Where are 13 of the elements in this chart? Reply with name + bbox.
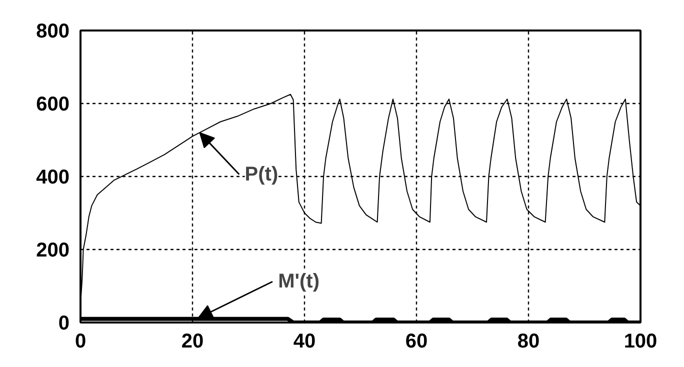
annotation: P(t) <box>244 163 278 186</box>
x-tick-label: 100 <box>624 330 658 352</box>
x-tick-label: 80 <box>517 330 540 352</box>
x-tick-label: 60 <box>405 330 428 352</box>
x-tick-label: 20 <box>181 330 204 352</box>
x-tick-label: 40 <box>293 330 316 352</box>
y-tick-label: 200 <box>36 240 70 262</box>
x-tick-label: 0 <box>74 330 86 352</box>
y-tick-label: 400 <box>36 166 70 188</box>
y-tick-label: 0 <box>58 312 70 334</box>
y-tick-label: 600 <box>36 94 70 116</box>
y-tick-label: 800 <box>36 20 70 42</box>
annotation: M'(t) <box>278 270 320 293</box>
